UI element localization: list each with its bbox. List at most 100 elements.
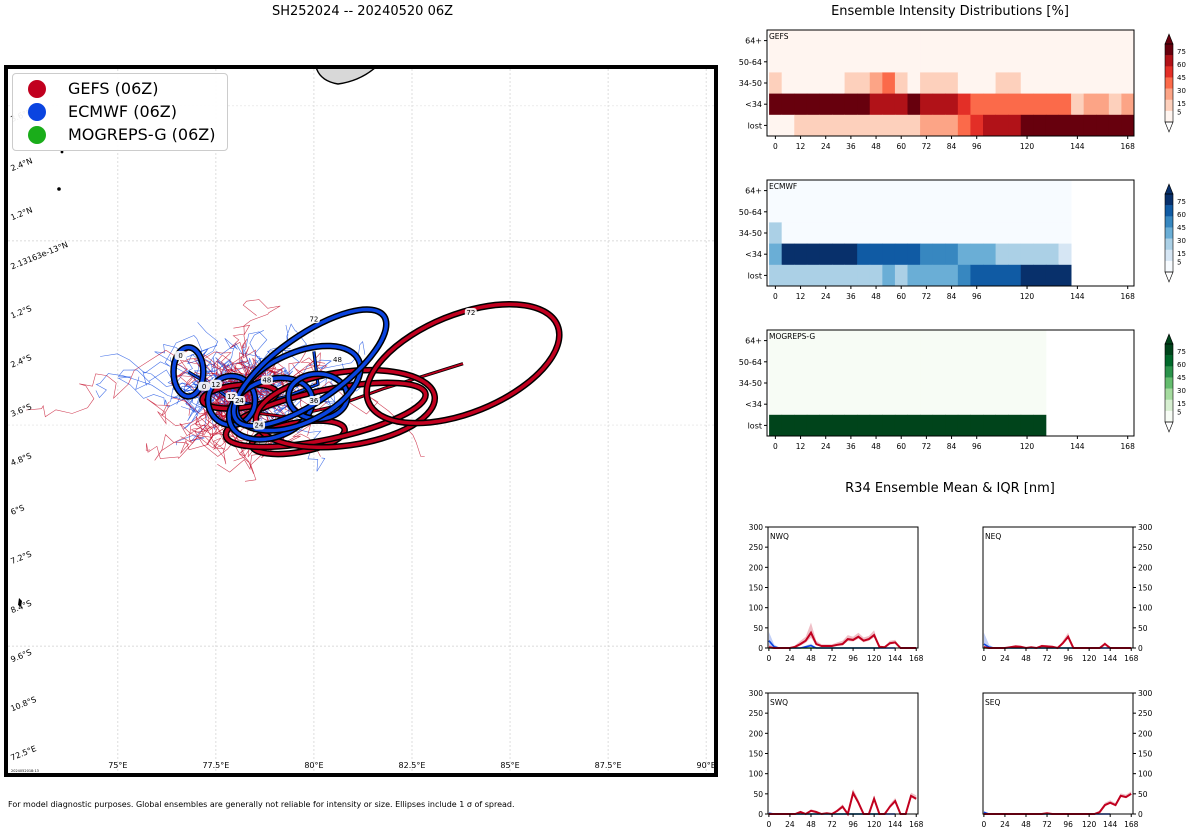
mogreps-heat-cell (1033, 414, 1047, 437)
mogreps-row-label: <34 (745, 400, 762, 409)
gefs-spread-ellipse (364, 302, 562, 425)
ecmwf-heat-cell (1020, 222, 1034, 244)
ecmwf-colorbar-tick-label: 75 (1177, 198, 1186, 206)
swq-y-tick-label: 250 (749, 709, 764, 718)
mogreps-heat-cell (1008, 351, 1022, 373)
neq-y-tick-label: 50 (1138, 624, 1148, 633)
ecmwf-heat-cell (794, 180, 808, 202)
ecmwf-heat-cell (1008, 222, 1022, 244)
gefs-heat-cell (1121, 30, 1135, 52)
ecmwf-heat-cell (857, 243, 871, 266)
gefs-heat-cell (844, 30, 858, 52)
mogreps-heat-cell (857, 414, 871, 437)
swq-x-tick-label: 120 (867, 820, 882, 829)
mogreps-heat-cell (781, 351, 795, 373)
gefs-heat-cell (894, 30, 908, 52)
mogreps-row-label: 50-64 (739, 358, 762, 367)
nwq-gefs-mean-line (768, 630, 917, 649)
ecmwf-x-tick-label: 168 (1121, 292, 1136, 301)
tau-label: 72 (309, 315, 318, 323)
ecmwf-heat-cell (983, 180, 996, 202)
ecmwf-heat-cell (1058, 201, 1072, 223)
ecmwf-heat-cell (869, 222, 883, 244)
gefs-heat-cell (957, 93, 971, 116)
mogreps-heat-cell (970, 330, 984, 352)
gefs-heat-cell (1121, 72, 1135, 94)
ecmwf-heat-cell (794, 222, 808, 244)
ecmwf-colorbar-segment (1165, 238, 1173, 251)
gefs-heat-cell (1096, 30, 1110, 52)
ecmwf-intensity-heatmap: ECMWF 64+ 50-64 34-50 <34 lost 0 12 24 36 48 60 72 84… (739, 179, 1186, 301)
swq-y-tick-label: 0 (758, 810, 763, 819)
legend: GEFS (06Z) ECMWF (06Z) MOGREPS-G (06Z) (12, 73, 228, 151)
gefs-heat-cell (869, 51, 883, 73)
seq-plot-bg (983, 693, 1133, 814)
mogreps-colorbar-segment (1165, 388, 1173, 401)
mogreps-row-label: 34-50 (739, 379, 762, 388)
ecmwf-heat-cell (1045, 243, 1059, 266)
mogreps-heat-cell (995, 393, 1009, 416)
gefs-heat-cell (1033, 51, 1047, 73)
gefs-heat-cell (806, 30, 820, 52)
ecmwf-heat-cell (1058, 180, 1072, 202)
gefs-heat-cell (983, 51, 996, 73)
island-shape (18, 598, 22, 607)
seq-x-tick-label: 48 (1021, 820, 1031, 829)
mogreps-colorbar-tick-label: 45 (1177, 374, 1186, 382)
lon-tick-label: 87.5°E (595, 761, 622, 770)
ecmwf-colorbar-segment (1165, 205, 1173, 217)
ecmwf-heat-cell (819, 243, 833, 266)
tau-label: 36 (309, 397, 318, 405)
ecmwf-heat-cell (907, 264, 921, 287)
gefs-heat-cell (1008, 72, 1022, 94)
mogreps-heat-cell (1020, 372, 1034, 394)
neq-panel-label: NEQ (985, 532, 1001, 541)
ecmwf-colorbar-segment (1165, 194, 1173, 206)
gefs-heat-cell (857, 93, 871, 116)
ecmwf-heat-cell (920, 264, 934, 287)
gefs-colorbar-segment (1165, 77, 1173, 89)
ecmwf-heat-cell (869, 264, 883, 287)
gefs-heat-cell (995, 51, 1009, 73)
ensemble-track-line (179, 409, 249, 465)
neq-x-tick-label: 24 (1000, 654, 1010, 663)
ecmwf-x-tick-label: 0 (773, 292, 778, 301)
ecmwf-heat-cell (907, 243, 921, 266)
ecmwf-heat-cell (957, 180, 971, 202)
gefs-colorbar-tick-label: 45 (1177, 74, 1186, 82)
gefs-heat-cell (995, 114, 1009, 137)
mogreps-heat-cell (769, 330, 783, 352)
gefs-heat-cell (932, 93, 946, 116)
nwq-y-tick-label: 150 (749, 584, 764, 593)
gefs-heat-cell (781, 72, 795, 94)
ecmwf-heat-cell (882, 264, 896, 287)
lat-tick-label: 6°S (9, 503, 26, 517)
mogreps-row-label: 64+ (745, 337, 762, 346)
gefs-heat-cell (920, 93, 934, 116)
lat-tick-label: 2.13163e-13°N (9, 240, 69, 271)
ecmwf-heat-cell (970, 243, 984, 266)
gefs-heat-cell (769, 72, 783, 94)
gefs-heat-cell (832, 51, 845, 73)
mogreps-heat-cell (832, 372, 845, 394)
gefs-colorbar-segment (1165, 88, 1173, 101)
ecmwf-heat-cell (1020, 264, 1034, 287)
track-map: 0 0 12 12 24 48 36 24 48 72 72 75°E 77.5°E 80°E 82.5°E… (4, 65, 718, 777)
ecmwf-heat-cell (945, 264, 959, 287)
mogreps-colorbar-tick-label: 30 (1177, 387, 1186, 395)
gefs-heat-cell (1071, 114, 1085, 137)
tau-label-bg (260, 375, 273, 385)
gefs-heat-cell (769, 30, 783, 52)
gefs-intensity-heatmap: GEFS 64+ 50-64 34-50 <34 lost 0 12 24 36 48 60 72 84 9… (739, 29, 1186, 151)
neq-y-tick-label: 100 (1138, 604, 1153, 613)
gefs-heat-cell (819, 93, 833, 116)
ecmwf-heat-cell (1020, 243, 1034, 266)
tau-label-bg (307, 314, 320, 324)
ecmwf-heat-cell (1033, 243, 1047, 266)
ecmwf-heat-cell (869, 180, 883, 202)
lon-tick-label: 75°E (108, 761, 127, 770)
ecmwf-heat-cell (844, 243, 858, 266)
tau-label-bg (198, 381, 211, 391)
